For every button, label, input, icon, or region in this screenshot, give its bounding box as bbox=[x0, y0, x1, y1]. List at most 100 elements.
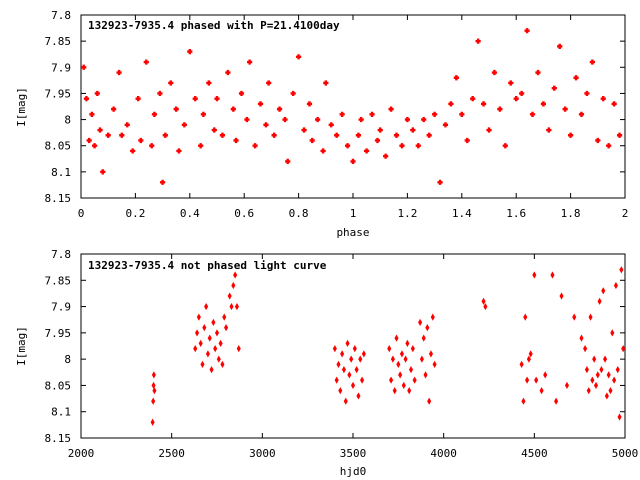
data-point bbox=[181, 122, 187, 128]
y-tick-label: 7.9 bbox=[51, 301, 71, 314]
data-point bbox=[157, 90, 163, 97]
data-point bbox=[427, 397, 432, 405]
data-point bbox=[410, 345, 415, 353]
data-point bbox=[453, 75, 459, 81]
x-tick-label: 0.8 bbox=[289, 207, 309, 220]
data-point bbox=[214, 96, 220, 102]
chart-title: 132923-7935.4 not phased light curve bbox=[88, 259, 327, 272]
data-point bbox=[247, 59, 253, 65]
data-point bbox=[336, 360, 341, 369]
data-point bbox=[387, 345, 392, 353]
data-point bbox=[502, 143, 508, 149]
data-point bbox=[519, 90, 525, 97]
data-point bbox=[421, 116, 427, 123]
data-point bbox=[200, 111, 206, 117]
x-tick-label: 0.4 bbox=[180, 207, 200, 220]
data-point bbox=[508, 80, 514, 86]
data-point bbox=[481, 297, 486, 305]
data-point bbox=[209, 366, 214, 374]
data-point bbox=[116, 69, 122, 76]
data-point bbox=[218, 339, 223, 347]
y-axis-title: I[mag] bbox=[15, 87, 28, 127]
data-point bbox=[442, 122, 449, 128]
data-point bbox=[621, 345, 626, 353]
data-point bbox=[519, 360, 524, 369]
data-point bbox=[105, 132, 111, 138]
x-tick-label: 0 bbox=[78, 207, 85, 220]
data-point bbox=[415, 143, 421, 149]
data-point bbox=[559, 292, 564, 300]
data-point bbox=[196, 313, 201, 321]
data-point bbox=[578, 111, 585, 117]
data-point bbox=[152, 387, 157, 395]
data-point bbox=[535, 69, 541, 76]
data-point bbox=[612, 376, 617, 384]
data-point bbox=[595, 137, 601, 144]
data-point bbox=[150, 418, 155, 426]
data-point bbox=[100, 169, 106, 175]
data-point bbox=[271, 132, 277, 138]
data-point bbox=[425, 323, 430, 332]
data-point bbox=[601, 287, 606, 295]
data-point bbox=[364, 148, 370, 154]
data-point bbox=[423, 371, 428, 379]
data-point bbox=[532, 271, 537, 279]
data-point bbox=[599, 366, 604, 374]
data-point bbox=[592, 355, 597, 363]
data-point bbox=[257, 101, 264, 107]
data-point bbox=[233, 137, 239, 144]
data-point bbox=[418, 318, 423, 326]
data-point bbox=[192, 96, 198, 102]
data-point bbox=[206, 80, 212, 86]
data-point bbox=[584, 366, 589, 374]
data-point bbox=[399, 143, 405, 149]
data-point bbox=[412, 376, 417, 384]
data-point bbox=[562, 106, 568, 112]
y-tick-label: 7.8 bbox=[51, 9, 71, 22]
data-point bbox=[557, 43, 563, 49]
data-point bbox=[383, 153, 389, 159]
data-point bbox=[187, 49, 193, 55]
data-point bbox=[227, 292, 232, 300]
data-point bbox=[491, 69, 498, 76]
data-point bbox=[332, 345, 337, 353]
data-point bbox=[216, 355, 221, 363]
data-point bbox=[432, 360, 437, 369]
phased-plot-frame bbox=[80, 14, 626, 199]
y-tick-label: 8.05 bbox=[45, 379, 72, 392]
x-tick-label: 4000 bbox=[430, 447, 457, 460]
x-tick-label: 3000 bbox=[249, 447, 276, 460]
data-point bbox=[615, 366, 620, 374]
data-point bbox=[464, 137, 470, 144]
data-point bbox=[521, 397, 526, 405]
y-tick-label: 8 bbox=[64, 353, 71, 366]
data-point bbox=[613, 281, 618, 290]
data-point bbox=[354, 366, 359, 374]
data-point bbox=[610, 329, 615, 337]
data-point bbox=[611, 101, 617, 107]
data-point bbox=[405, 339, 410, 347]
data-point bbox=[238, 90, 245, 97]
data-point bbox=[244, 116, 250, 123]
x-axis-title: phase bbox=[336, 226, 369, 239]
data-point bbox=[374, 137, 381, 144]
data-point bbox=[124, 122, 130, 128]
data-point bbox=[323, 80, 329, 86]
data-point bbox=[586, 387, 591, 395]
data-point bbox=[94, 90, 100, 97]
data-point bbox=[597, 297, 602, 305]
data-point bbox=[168, 80, 174, 86]
data-point bbox=[430, 313, 435, 321]
data-point bbox=[83, 96, 90, 102]
data-point bbox=[266, 80, 272, 86]
data-point bbox=[572, 313, 577, 321]
data-point bbox=[584, 90, 590, 97]
data-point bbox=[252, 143, 258, 149]
data-point bbox=[219, 132, 226, 138]
data-point bbox=[573, 75, 579, 81]
data-point bbox=[546, 127, 552, 133]
data-point bbox=[309, 137, 315, 144]
data-point bbox=[334, 132, 340, 138]
data-point bbox=[497, 106, 503, 112]
